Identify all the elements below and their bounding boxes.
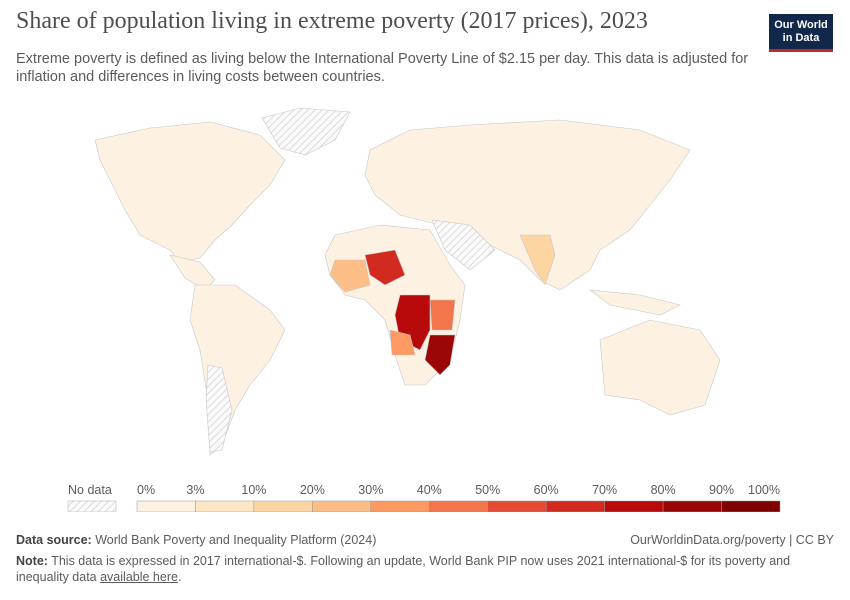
credit[interactable]: OurWorldinData.org/poverty | CC BY	[630, 533, 834, 547]
legend-tick-label: 70%	[592, 483, 617, 497]
west-africa	[329, 259, 371, 293]
note-text: This data is expressed in 2017 internati…	[16, 554, 791, 584]
legend-tick-label: 0%	[137, 483, 155, 497]
legend-swatch	[195, 500, 255, 512]
south-america	[189, 284, 286, 456]
east-africa	[429, 299, 456, 331]
legend-swatch	[136, 500, 196, 512]
logo[interactable]: Our World in Data	[769, 14, 833, 52]
source-text: World Bank Poverty and Inequality Platfo…	[95, 533, 377, 547]
angola	[389, 329, 416, 356]
legend-swatch	[253, 500, 313, 512]
legend-tick-label: 10%	[241, 483, 266, 497]
note-link[interactable]: available here	[100, 570, 178, 584]
legend-swatch	[429, 500, 488, 512]
countries	[94, 107, 721, 456]
map	[94, 107, 721, 456]
north-america	[94, 121, 286, 263]
title: Share of population living in extreme po…	[16, 8, 648, 34]
legend-tick-label: 3%	[186, 483, 204, 497]
legend-swatch	[604, 500, 664, 512]
legend-tick-label: 30%	[358, 483, 383, 497]
legend-tick-label: 80%	[651, 483, 676, 497]
legend-no-data-swatch	[67, 500, 117, 512]
legend-swatch	[370, 500, 430, 512]
subtitle: Extreme poverty is defined as living bel…	[16, 51, 749, 85]
note-label: Note:	[16, 554, 48, 568]
middle-east	[431, 219, 496, 271]
south-america-nodata	[205, 364, 233, 453]
eurasia	[364, 119, 691, 291]
source: Data source: World Bank Poverty and Ineq…	[16, 533, 376, 547]
logo-line: Our World	[774, 19, 828, 31]
note: Note: This data is expressed in 2017 int…	[16, 553, 826, 585]
legend-tick-label: 100%	[748, 483, 780, 497]
logo-line: in Data	[782, 32, 820, 44]
mozambique	[424, 334, 456, 376]
legend-no-data-label: No data	[68, 483, 112, 497]
legend-tick-label: 40%	[417, 483, 442, 497]
india	[519, 234, 556, 286]
australia	[599, 319, 721, 416]
indonesia	[588, 289, 681, 316]
niger	[364, 249, 406, 286]
source-label: Data source:	[16, 533, 92, 547]
legend-swatch	[545, 500, 605, 512]
greenland	[261, 107, 351, 156]
legend-swatch	[487, 500, 547, 512]
legend-swatch	[721, 500, 781, 512]
legend: No data 0% 3% 10% 20% 30% 40% 50% 60% 70% 80% 90% 1…	[67, 483, 781, 512]
legend-swatch	[662, 500, 722, 512]
legend-tick-label: 50%	[475, 483, 500, 497]
note-end: .	[177, 570, 182, 584]
legend-tick-label: 20%	[300, 483, 325, 497]
legend-swatch	[312, 500, 372, 512]
legend-tick-label: 90%	[709, 483, 734, 497]
legend-tick-label: 60%	[534, 483, 559, 497]
